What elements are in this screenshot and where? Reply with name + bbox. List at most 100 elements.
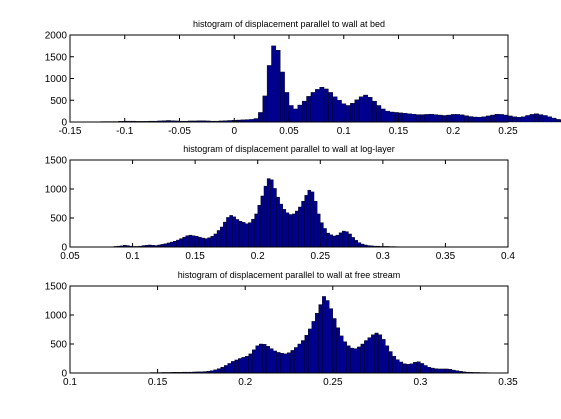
histogram-bar bbox=[252, 349, 256, 374]
histogram-bar bbox=[283, 353, 288, 374]
histogram-bar bbox=[433, 114, 439, 123]
histogram-bar bbox=[430, 367, 435, 374]
histogram-bar bbox=[201, 237, 205, 248]
histogram-bar bbox=[275, 50, 281, 123]
histogram-bar bbox=[335, 234, 340, 248]
histogram-bar bbox=[301, 100, 307, 123]
histogram-bar bbox=[237, 358, 242, 374]
histogram-bar bbox=[273, 350, 277, 374]
x-tick-label: 0.35 bbox=[498, 377, 518, 388]
histogram-bar bbox=[266, 346, 270, 374]
histogram-bar bbox=[547, 116, 552, 123]
histogram-bar bbox=[308, 328, 312, 374]
histogram-bar bbox=[223, 221, 227, 248]
histogram-bar bbox=[244, 355, 249, 374]
histogram-bar bbox=[378, 334, 383, 374]
histogram-bar bbox=[280, 71, 285, 123]
histogram-bar bbox=[336, 327, 340, 374]
histogram-bar bbox=[468, 116, 474, 123]
histogram-bar bbox=[413, 362, 418, 374]
histogram-bar bbox=[213, 233, 218, 248]
y-tick-label: 1500 bbox=[45, 52, 68, 63]
histogram-bar bbox=[338, 232, 343, 248]
x-tick-label: 0.15 bbox=[185, 251, 205, 262]
histogram-bar bbox=[490, 114, 496, 123]
histogram-panels: histogram of displacement parallel to wa… bbox=[45, 19, 561, 388]
histogram-bar bbox=[380, 108, 386, 123]
histogram-bar bbox=[372, 100, 377, 123]
histogram-bar bbox=[304, 335, 309, 374]
histogram-bar bbox=[323, 228, 327, 248]
histogram-bar bbox=[409, 363, 414, 374]
histogram-bar bbox=[485, 115, 491, 123]
histogram-bar bbox=[310, 92, 316, 123]
x-tick-label: 0.2 bbox=[238, 377, 252, 388]
histogram-bar bbox=[318, 304, 323, 374]
y-tick-label: 500 bbox=[50, 96, 67, 107]
histogram-bar bbox=[295, 210, 299, 248]
histogram-bar bbox=[341, 230, 346, 248]
y-tick-label: 1500 bbox=[45, 156, 68, 167]
histogram-bar bbox=[269, 348, 274, 374]
histogram-bar bbox=[448, 369, 453, 374]
histogram-bar bbox=[512, 116, 517, 123]
histogram-bar bbox=[407, 113, 412, 123]
histogram-bar bbox=[442, 115, 447, 123]
histogram-bars bbox=[91, 45, 561, 123]
histogram-bar bbox=[446, 114, 452, 123]
histogram-panel-1: histogram of displacement parallel to wa… bbox=[45, 19, 561, 137]
axes-frame bbox=[69, 159, 509, 248]
histogram-bar bbox=[464, 115, 469, 123]
histogram-bar bbox=[182, 236, 186, 248]
histogram-bar bbox=[358, 96, 364, 123]
histogram-bar bbox=[173, 240, 177, 248]
histogram-bar bbox=[244, 223, 249, 248]
histogram-bar bbox=[354, 99, 360, 123]
histogram-bar bbox=[507, 115, 513, 123]
histogram-bar bbox=[520, 116, 526, 123]
histogram-bar bbox=[263, 185, 268, 248]
histogram-bar bbox=[259, 343, 263, 374]
x-tick-label: 0.25 bbox=[498, 126, 518, 137]
histogram-bar bbox=[297, 343, 302, 374]
histogram-bar bbox=[229, 215, 233, 248]
histogram-bar bbox=[472, 116, 478, 123]
histogram-bar bbox=[287, 352, 291, 374]
histogram-bar bbox=[262, 344, 267, 374]
histogram-bar bbox=[364, 340, 369, 374]
histogram-bar bbox=[266, 178, 271, 248]
histogram-bar bbox=[534, 113, 539, 123]
histogram-bar bbox=[345, 105, 351, 123]
chart-title: histogram of displacement parallel to wa… bbox=[183, 144, 395, 154]
histogram-bar bbox=[251, 218, 255, 248]
histogram-bar bbox=[276, 196, 280, 248]
x-tick-label: -0.15 bbox=[59, 126, 82, 137]
histogram-bar bbox=[319, 86, 325, 123]
histogram-bar bbox=[241, 357, 246, 374]
histogram-bar bbox=[555, 119, 561, 123]
histogram-bar bbox=[499, 114, 504, 123]
histogram-bar bbox=[226, 217, 230, 248]
histogram-bar bbox=[392, 355, 397, 374]
histogram-bar bbox=[248, 222, 252, 248]
x-tick-label: 0.4 bbox=[501, 251, 515, 262]
histogram-bar bbox=[357, 242, 362, 248]
histogram-bar bbox=[525, 115, 531, 123]
histogram-bar bbox=[345, 231, 349, 248]
x-tick-label: 0.1 bbox=[126, 251, 140, 262]
histogram-bar bbox=[402, 363, 407, 374]
histogram-bar bbox=[210, 236, 215, 248]
histogram-bar bbox=[420, 363, 425, 374]
histogram-bar bbox=[385, 110, 390, 123]
histogram-bar bbox=[307, 189, 312, 248]
histogram-bar bbox=[551, 117, 557, 123]
histogram-bar bbox=[376, 105, 382, 123]
histogram-bar bbox=[529, 114, 535, 123]
histogram-bar bbox=[398, 112, 404, 123]
x-tick-label: 0.3 bbox=[413, 377, 427, 388]
x-tick-label: 0.2 bbox=[446, 126, 460, 137]
histogram-bar bbox=[416, 361, 421, 374]
y-tick-label: 500 bbox=[50, 340, 67, 351]
histogram-bar bbox=[381, 339, 386, 374]
